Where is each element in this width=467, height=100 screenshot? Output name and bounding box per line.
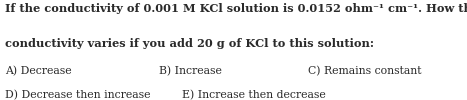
Text: If the conductivity of 0.001 M KCl solution is 0.0152 ohm⁻¹ cm⁻¹. How this: If the conductivity of 0.001 M KCl solut… [5, 3, 467, 14]
Text: B) Increase: B) Increase [159, 66, 222, 76]
Text: A) Decrease: A) Decrease [5, 66, 71, 76]
Text: C) Remains constant: C) Remains constant [308, 66, 422, 76]
Text: conductivity varies if you add 20 g of KCl to this solution:: conductivity varies if you add 20 g of K… [5, 38, 374, 49]
Text: E) Increase then decrease: E) Increase then decrease [182, 90, 326, 100]
Text: D) Decrease then increase: D) Decrease then increase [5, 90, 150, 100]
